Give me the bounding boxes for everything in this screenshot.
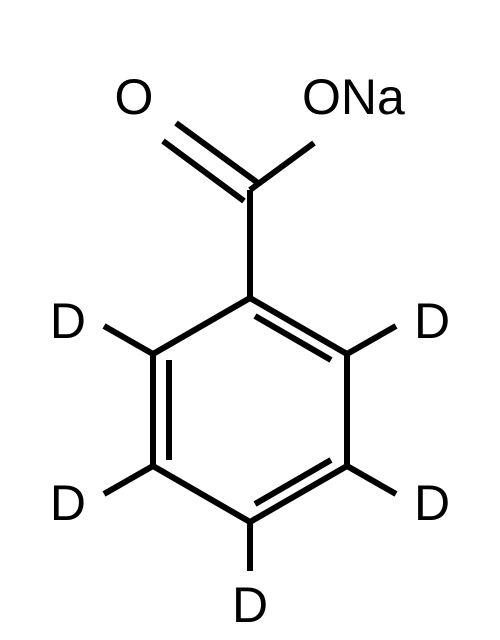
c-d-bond bbox=[104, 466, 153, 494]
ring-bond bbox=[153, 298, 250, 354]
c-d-bond bbox=[104, 326, 153, 354]
oxygen-label: O bbox=[115, 69, 154, 125]
ring-bond bbox=[153, 466, 250, 522]
c-o-double-bond bbox=[176, 123, 258, 183]
c-d-bond bbox=[347, 466, 396, 494]
chemical-structure: O ONa D D D D D bbox=[0, 0, 500, 640]
deuterium-label: D bbox=[232, 577, 268, 633]
ona-label: ONa bbox=[302, 69, 405, 125]
ring-bond bbox=[250, 466, 347, 522]
c-o-single-bond bbox=[250, 143, 314, 190]
deuterium-label: D bbox=[414, 293, 450, 349]
deuterium-label: D bbox=[50, 293, 86, 349]
benzene-ring bbox=[153, 298, 347, 522]
deuterium-bonds bbox=[104, 326, 396, 571]
ring-bond bbox=[250, 298, 347, 354]
carboxylate-group bbox=[163, 123, 314, 298]
deuterium-label: D bbox=[50, 475, 86, 531]
c-o-double-bond bbox=[163, 141, 244, 201]
deuterium-label: D bbox=[414, 475, 450, 531]
c-d-bond bbox=[347, 326, 396, 354]
